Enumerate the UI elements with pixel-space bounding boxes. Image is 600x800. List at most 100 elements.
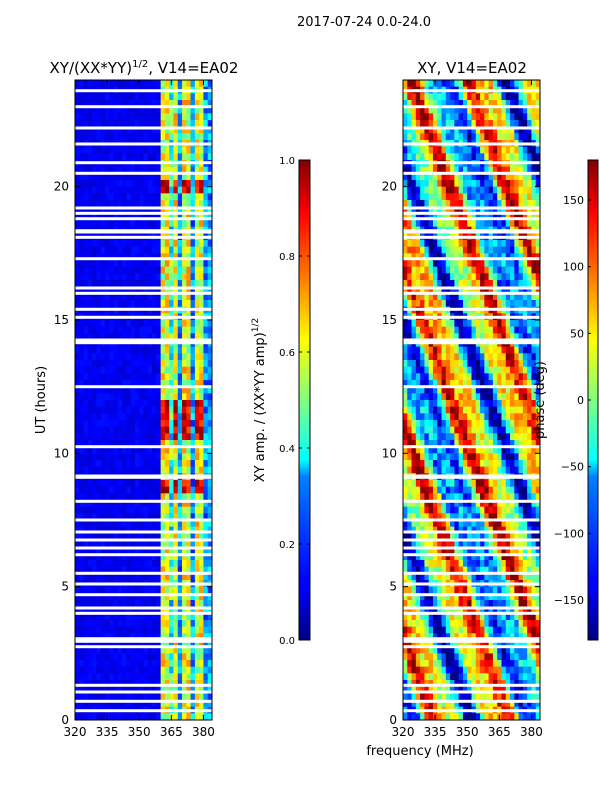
phase-cell — [411, 246, 417, 254]
amplitude-cell — [152, 246, 157, 254]
phase-cell — [424, 380, 429, 387]
phase-cell — [403, 153, 408, 161]
phase-cell — [432, 380, 438, 387]
phase-cell — [518, 180, 524, 187]
phase-cell — [415, 300, 421, 307]
amplitude-cell — [152, 600, 157, 607]
phase-cell — [445, 366, 451, 374]
amplitude-cell — [117, 560, 123, 567]
amplitude-cell — [156, 240, 161, 247]
amplitude-cell — [130, 406, 136, 414]
amplitude-cell — [186, 166, 191, 174]
amplitude-cell — [143, 253, 149, 261]
amplitude-cell — [87, 240, 93, 247]
phase-cell — [450, 373, 455, 381]
phase-cell — [471, 246, 477, 254]
amplitude-cell — [113, 626, 119, 634]
amplitude-cell — [152, 173, 157, 181]
amplitude-cell — [199, 673, 204, 681]
amplitude-cell — [152, 346, 157, 354]
phase-cell — [415, 360, 421, 367]
phase-cell — [454, 240, 459, 247]
phase-cell — [415, 186, 421, 194]
phase-cell — [407, 360, 412, 367]
phase-cell — [437, 433, 442, 441]
phase-cell — [492, 426, 498, 434]
amplitude-cell — [92, 146, 97, 154]
phase-cell — [492, 200, 498, 207]
amplitude-cell — [199, 520, 204, 527]
phase-cell — [480, 106, 485, 114]
amplitude-cell — [139, 386, 144, 394]
phase-cell — [454, 280, 459, 287]
amplitude-cell — [104, 166, 110, 174]
amplitude-cell — [143, 120, 149, 127]
amplitude-cell — [190, 566, 196, 574]
amplitude-cell — [87, 600, 93, 607]
amplitude-cell — [109, 106, 114, 114]
phase-cell — [411, 326, 417, 334]
phase-cell — [450, 366, 455, 374]
amplitude-cell — [104, 526, 110, 534]
amplitude-cell — [143, 686, 149, 694]
phase-cell — [467, 433, 472, 441]
amplitude-cell — [117, 213, 123, 221]
amplitude-cell — [83, 260, 89, 267]
phase-cell — [407, 333, 412, 341]
amplitude-cell — [83, 286, 89, 294]
phase-cell — [462, 433, 468, 441]
amplitude-cell — [203, 520, 209, 527]
amplitude-cell — [139, 653, 144, 661]
amplitude-cell — [104, 653, 110, 661]
amplitude-cell — [143, 273, 149, 281]
amplitude-cell — [173, 613, 179, 621]
phase-cell — [450, 186, 455, 194]
phase-cell — [462, 286, 468, 294]
amplitude-cell — [87, 206, 93, 214]
amplitude-cell — [199, 320, 204, 327]
phase-cell — [407, 180, 412, 187]
phase-cell — [531, 193, 537, 201]
amplitude-cell — [177, 166, 183, 174]
phase-cell — [407, 280, 412, 287]
phase-cell — [428, 280, 434, 287]
amplitude-cell — [87, 413, 93, 421]
amplitude-cell — [203, 620, 209, 627]
amplitude-cell — [117, 133, 123, 141]
phase-cell — [415, 126, 421, 134]
phase-cell — [428, 266, 434, 274]
amplitude-cell — [194, 540, 200, 547]
phase-cell — [497, 320, 502, 327]
amplitude-cell — [100, 640, 106, 647]
amplitude-cell — [117, 100, 123, 107]
phase-cell — [420, 280, 425, 287]
amplitude-cell — [87, 333, 93, 341]
amplitude-cell — [75, 186, 80, 194]
phase-cell — [518, 446, 524, 454]
phase-cell — [462, 253, 468, 261]
phase-cell — [428, 346, 434, 354]
amplitude-cell — [160, 326, 166, 334]
phase-cell — [531, 420, 537, 427]
amplitude-cell — [164, 200, 170, 207]
amplitude-cell — [134, 300, 140, 307]
amplitude-cell — [83, 426, 89, 434]
phase-cell — [462, 440, 468, 447]
phase-cell — [462, 193, 468, 201]
phase-cell — [518, 353, 524, 361]
amplitude-cell — [143, 93, 149, 101]
amplitude-cell — [100, 500, 106, 507]
amplitude-cell — [117, 633, 123, 641]
amplitude-cell — [139, 166, 144, 174]
amplitude-cell — [100, 493, 106, 501]
phase-cell — [415, 173, 421, 181]
phase-cell — [403, 266, 408, 274]
phase-cell — [428, 153, 434, 161]
amplitude-cell — [87, 626, 93, 634]
amplitude-cell — [117, 660, 123, 667]
phase-cell — [514, 253, 519, 261]
amplitude-cell — [152, 493, 157, 501]
phase-cell — [518, 153, 524, 161]
amplitude-cell — [126, 713, 131, 720]
phase-cell — [462, 406, 468, 414]
